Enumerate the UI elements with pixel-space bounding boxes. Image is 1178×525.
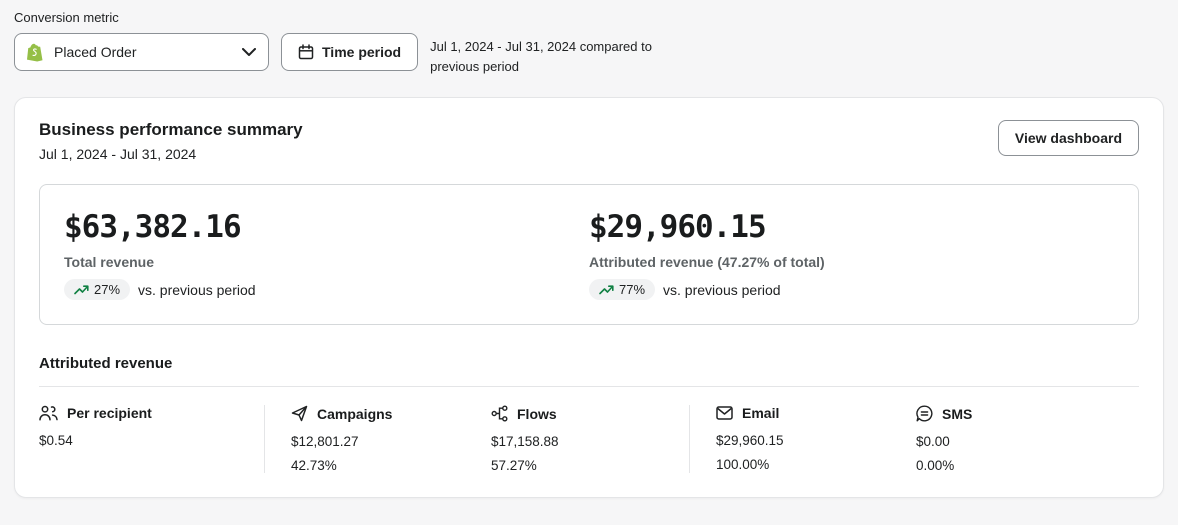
metric-head: Per recipient xyxy=(39,405,264,421)
metric-label: Flows xyxy=(517,405,557,422)
sms-icon xyxy=(916,405,933,422)
total-revenue-label: Total revenue xyxy=(64,254,154,270)
chevron-down-icon xyxy=(242,48,256,56)
metric-head: Email xyxy=(716,405,916,421)
vertical-divider xyxy=(264,405,265,473)
metric-head: SMS xyxy=(916,405,972,422)
conversion-metric-controls: Conversion metric Placed Order xyxy=(0,0,1178,77)
card-header: Business performance summary Jul 1, 2024… xyxy=(39,120,1139,162)
comparison-period-text: Jul 1, 2024 - Jul 31, 2024 compared to p… xyxy=(430,33,652,77)
total-revenue-value: $63,382.16 xyxy=(64,209,242,245)
card-subtitle: Jul 1, 2024 - Jul 31, 2024 xyxy=(39,146,197,162)
period-line-1: Jul 1, 2024 - Jul 31, 2024 compared to xyxy=(430,39,652,54)
trend-up-icon xyxy=(74,284,89,295)
metric-value: $0.00 xyxy=(916,434,950,449)
metric-head: Flows xyxy=(491,405,689,422)
calendar-icon xyxy=(298,44,314,60)
attributed-revenue-label: Attributed revenue (47.27% of total) xyxy=(589,254,825,270)
metric-label: Campaigns xyxy=(317,405,393,422)
change-percent: 27% xyxy=(94,282,121,297)
attributed-revenue-value: $29,960.15 xyxy=(589,209,767,245)
total-revenue-stat: $63,382.16 Total revenue 27% vs. previou… xyxy=(64,209,589,300)
metric-campaigns: Campaigns $12,801.27 42.73% xyxy=(291,405,491,474)
change-suffix: vs. previous period xyxy=(663,281,781,298)
metric-value: $17,158.88 xyxy=(491,434,559,449)
conversion-metric-label: Conversion metric xyxy=(14,10,119,25)
conversion-metric-value: Placed Order xyxy=(54,44,137,60)
trend-up-icon xyxy=(599,284,614,295)
metric-flows: Flows $17,158.88 57.27% xyxy=(491,405,689,474)
change-percent: 77% xyxy=(619,282,646,297)
controls-row: Placed Order Time period Jul 1, 2024 - J… xyxy=(14,33,1164,77)
metric-value: $12,801.27 xyxy=(291,434,359,449)
metric-head: Campaigns xyxy=(291,405,491,422)
metric-value: $29,960.15 xyxy=(716,433,784,448)
metric-label: Per recipient xyxy=(67,405,152,421)
card-title: Business performance summary xyxy=(39,120,303,139)
metric-percent: 100.00% xyxy=(716,457,770,472)
card-title-block: Business performance summary Jul 1, 2024… xyxy=(39,120,303,162)
period-line-2: previous period xyxy=(430,59,519,74)
attributed-revenue-section-title: Attributed revenue xyxy=(39,355,173,372)
metric-per-recipient: Per recipient $0.54 xyxy=(39,405,264,457)
attributed-metrics-row: Per recipient $0.54 Campaigns $12,801.27… xyxy=(39,386,1139,473)
vertical-divider xyxy=(689,405,690,473)
total-revenue-change-row: 27% vs. previous period xyxy=(64,279,589,300)
people-icon xyxy=(39,405,58,421)
view-dashboard-button[interactable]: View dashboard xyxy=(997,120,1139,156)
time-period-label: Time period xyxy=(322,44,402,60)
conversion-metric-dropdown[interactable]: Placed Order xyxy=(14,33,269,71)
metric-percent: 42.73% xyxy=(291,458,337,473)
metric-value: $0.54 xyxy=(39,433,73,448)
time-period-button[interactable]: Time period xyxy=(281,33,419,71)
change-badge: 27% xyxy=(64,279,131,300)
flows-icon xyxy=(491,405,508,422)
shopify-icon xyxy=(27,43,44,62)
metric-percent: 57.27% xyxy=(491,458,537,473)
metric-label: SMS xyxy=(942,405,973,422)
attributed-revenue-change-row: 77% vs. previous period xyxy=(589,279,1114,300)
business-performance-card: Business performance summary Jul 1, 2024… xyxy=(14,97,1164,498)
attributed-revenue-stat: $29,960.15 Attributed revenue (47.27% of… xyxy=(589,209,1114,300)
change-badge: 77% xyxy=(589,279,656,300)
metric-percent: 0.00% xyxy=(916,458,955,473)
metric-email: Email $29,960.15 100.00% xyxy=(716,405,916,472)
email-icon xyxy=(716,406,733,420)
metric-sms: SMS $0.00 0.00% xyxy=(916,405,972,473)
change-suffix: vs. previous period xyxy=(138,281,256,298)
send-icon xyxy=(291,405,308,422)
metric-label: Email xyxy=(742,405,780,421)
revenue-summary-box: $63,382.16 Total revenue 27% vs. previou… xyxy=(39,184,1139,325)
